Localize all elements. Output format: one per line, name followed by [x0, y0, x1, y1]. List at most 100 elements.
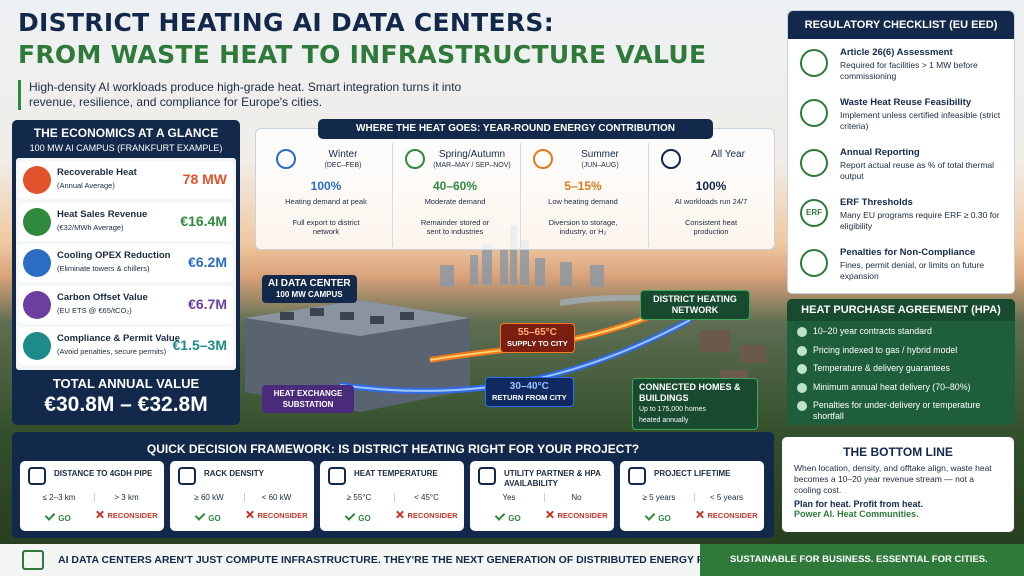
reconsider-label: RECONSIDER — [107, 511, 158, 520]
reconsider-value: < 60 kW — [244, 493, 308, 502]
season-icon — [405, 149, 425, 169]
bottom-line-title: THE BOTTOM LINE — [843, 445, 953, 459]
criterion-name: PROJECT LIFETIME — [654, 469, 731, 478]
heat-flow-title: WHERE THE HEAT GOES: YEAR-ROUND ENERGY C… — [318, 119, 713, 139]
economics-row: Compliance & Permit Value (Avoid penaltie… — [19, 327, 233, 365]
season-line: AI workloads run 24/7 — [674, 197, 748, 206]
row-icon — [23, 332, 51, 360]
return-label: 30–40°C RETURN FROM CITY — [485, 377, 574, 407]
supply-label: 55–65°C SUPPLY TO CITY — [500, 323, 575, 353]
reconsider-value: < 5 years — [694, 493, 758, 502]
season-period: (JUN–AUG) — [581, 162, 619, 169]
go-value: ≥ 55°C — [346, 493, 372, 502]
season-name: All Year — [711, 149, 745, 160]
season-line: Moderate demand — [424, 197, 486, 206]
reconsider-label: RECONSIDER — [557, 511, 608, 520]
criterion-icon — [628, 467, 646, 485]
go-value: ≥ 60 kW — [194, 493, 224, 502]
criterion-name: UTILITY PARTNER & HPA AVAILABILITY — [504, 469, 601, 488]
season-percent: 5–15% — [564, 179, 602, 193]
go-label: GO — [508, 514, 521, 523]
go-flag: GO — [328, 510, 390, 523]
title-line1: DISTRICT HEATING AI DATA CENTERS: — [18, 8, 554, 37]
total-label: TOTAL ANNUAL VALUE — [52, 376, 200, 391]
return-text: RETURN FROM CITY — [492, 393, 567, 402]
ai-center-title: AI DATA CENTER — [268, 278, 351, 289]
economics-title: THE ECONOMICS AT A GLANCE — [33, 126, 219, 140]
criterion-card: RACK DENSITY ≥ 60 kW < 60 kW GO RECONSIDER — [170, 461, 314, 531]
hpa-check — [797, 364, 807, 374]
go-label: GO — [658, 514, 671, 523]
season: All Year 100% AI workloads run 24/7 Consist… — [648, 143, 772, 247]
season-icon — [661, 149, 681, 169]
tagline1: Plan for heat. Profit from heat. — [794, 499, 924, 509]
season-line: Remainder stored or sent to industries — [420, 218, 490, 236]
season-line: Full export to district network — [292, 218, 360, 236]
network-label: DISTRICT HEATING NETWORK — [640, 290, 750, 320]
heat-exchange-label: HEAT EXCHANGE SUBSTATION — [262, 385, 354, 413]
reg-desc: Report actual reuse as % of total therma… — [840, 160, 995, 181]
row-icon — [23, 166, 51, 194]
supply-temp: 55–65°C — [517, 327, 557, 338]
go-flag: GO — [478, 510, 540, 523]
row-value: 78 MW — [182, 171, 227, 187]
criterion-icon — [328, 467, 346, 485]
framework-title: QUICK DECISION FRAMEWORK: IS DISTRICT HE… — [146, 442, 640, 456]
season-percent: 100% — [695, 179, 727, 193]
regulatory-title: REGULATORY CHECKLIST (EU EED) — [788, 11, 1014, 39]
reg-icon — [800, 49, 828, 77]
season-name: Winter — [328, 149, 358, 160]
economics-row: Recoverable Heat (Annual Average) 78 MW — [19, 161, 233, 199]
reconsider-label: RECONSIDER — [707, 511, 758, 520]
row-icon — [23, 207, 51, 236]
go-value: ≤ 2–3 km — [42, 493, 76, 502]
go-flag: GO — [28, 510, 90, 523]
reconsider-label: RECONSIDER — [407, 511, 458, 520]
row-label: Heat Sales Revenue — [57, 208, 148, 220]
reg-desc: Many EU programs require ERF ≥ 0.30 for … — [840, 210, 1000, 231]
criterion-name: DISTANCE TO 4GDH PIPE — [54, 469, 153, 478]
ai-center-label: AI DATA CENTER 100 MW CAMPUS — [262, 275, 357, 303]
row-sub: (Eliminate towers & chillers) — [57, 264, 150, 273]
season-percent: 40–60% — [432, 179, 478, 193]
season: Summer (JUN–AUG) 5–15% Low heating demand Di… — [520, 143, 644, 247]
row-label: Compliance & Permit Value — [57, 333, 181, 344]
reconsider-flag: RECONSIDER — [92, 511, 162, 520]
return-temp: 30–40°C — [509, 381, 549, 392]
criterion-icon — [28, 467, 46, 485]
go-value: ≥ 5 years — [642, 493, 676, 502]
reg-title: Waste Heat Reuse Feasibility — [840, 97, 972, 108]
season-period: (MAR–MAY / SEP–NOV) — [433, 162, 511, 169]
reconsider-flag: RECONSIDER — [242, 511, 312, 520]
hpa-item: 10–20 year contracts standard — [813, 326, 932, 336]
go-label: GO — [58, 514, 71, 523]
hpa-check — [797, 345, 807, 356]
reconsider-flag: RECONSIDER — [392, 511, 462, 520]
hpa-item: Penalties for under-delivery or temperat… — [813, 400, 981, 421]
season-line: Consistent heat production — [684, 218, 738, 236]
hpa-check — [797, 327, 807, 337]
season-icon — [276, 149, 296, 169]
season-line: Low heating demand — [548, 197, 618, 206]
row-label: Carbon Offset Value — [57, 291, 148, 303]
reconsider-flag: RECONSIDER — [692, 511, 762, 520]
reg-desc: Required for facilities > 1 MW before co… — [840, 60, 978, 81]
economics-panel: THE ECONOMICS AT A GLANCE 100 MW AI CAMP… — [12, 120, 240, 425]
total-value: €30.8M – €32.8M — [44, 393, 208, 416]
framework-panel: QUICK DECISION FRAMEWORK: IS DISTRICT HE… — [12, 432, 774, 538]
homes-title: CONNECTED HOMES & BUILDINGS — [639, 382, 741, 403]
hpa-check — [797, 382, 807, 393]
footer-left: AI DATA CENTERS AREN'T JUST COMPUTE INFR… — [0, 544, 742, 576]
regulatory-panel: REGULATORY CHECKLIST (EU EED) Article 26… — [787, 10, 1015, 294]
criterion-icon — [178, 467, 196, 485]
row-value: €16.4M — [180, 212, 227, 229]
hpa-item: Pricing indexed to gas / hybrid model — [813, 344, 958, 355]
criterion-card: DISTANCE TO 4GDH PIPE ≤ 2–3 km > 3 km GO REC… — [20, 461, 164, 531]
row-value: €6.7M — [188, 295, 227, 312]
season: Spring/Autumn (MAR–MAY / SEP–NOV) 40–60% Mo… — [392, 143, 516, 247]
homes-sub: Up to 175,000 homes heated annually — [639, 406, 706, 424]
footer-right: SUSTAINABLE FOR BUSINESS. ESSENTIAL FOR … — [700, 544, 1024, 576]
row-sub: (EU ETS @ €65/tCO₂) — [57, 305, 132, 315]
go-value: Yes — [502, 493, 516, 502]
season-period: (DEC–FEB) — [324, 162, 362, 169]
